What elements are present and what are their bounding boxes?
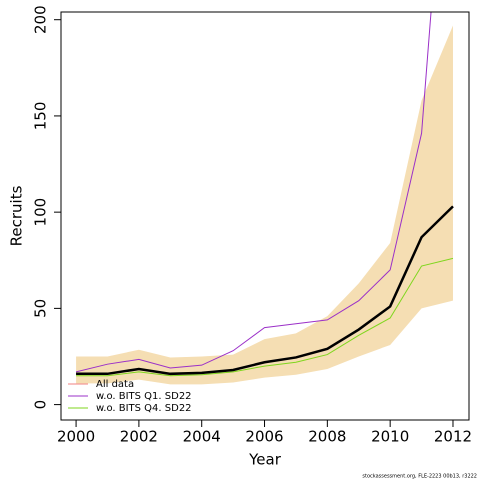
confidence-band	[76, 25, 453, 385]
y-axis-title: Recruits	[8, 185, 26, 246]
x-tick-label: 2002	[120, 428, 158, 446]
estimate-line	[76, 205, 454, 376]
legend-label: w.o. BITS Q4. SD22	[96, 403, 192, 414]
x-tick-label: 2006	[245, 428, 283, 446]
x-tick-label: 2010	[371, 428, 409, 446]
series-line	[76, 257, 454, 377]
x-tick-label: 2000	[57, 428, 95, 446]
y-tick-label: 150	[32, 102, 50, 131]
legend-label: w.o. BITS Q1. SD22	[96, 391, 192, 402]
plot-area	[75, 12, 454, 385]
x-tick-label: 2008	[308, 428, 346, 446]
series-line	[75, 12, 432, 373]
y-tick-label: 50	[32, 299, 50, 318]
legend-label: All data	[96, 379, 134, 390]
x-tick-label: 2004	[183, 428, 221, 446]
y-tick-label: 100	[32, 198, 50, 227]
x-tick-label: 2012	[434, 428, 472, 446]
footnote: stockassessment.org, FLE-2223 00b13, r32…	[362, 474, 477, 480]
y-tick-label: 0	[32, 400, 50, 410]
x-axis-title: Year	[248, 451, 282, 469]
y-tick-label: 200	[32, 5, 50, 34]
